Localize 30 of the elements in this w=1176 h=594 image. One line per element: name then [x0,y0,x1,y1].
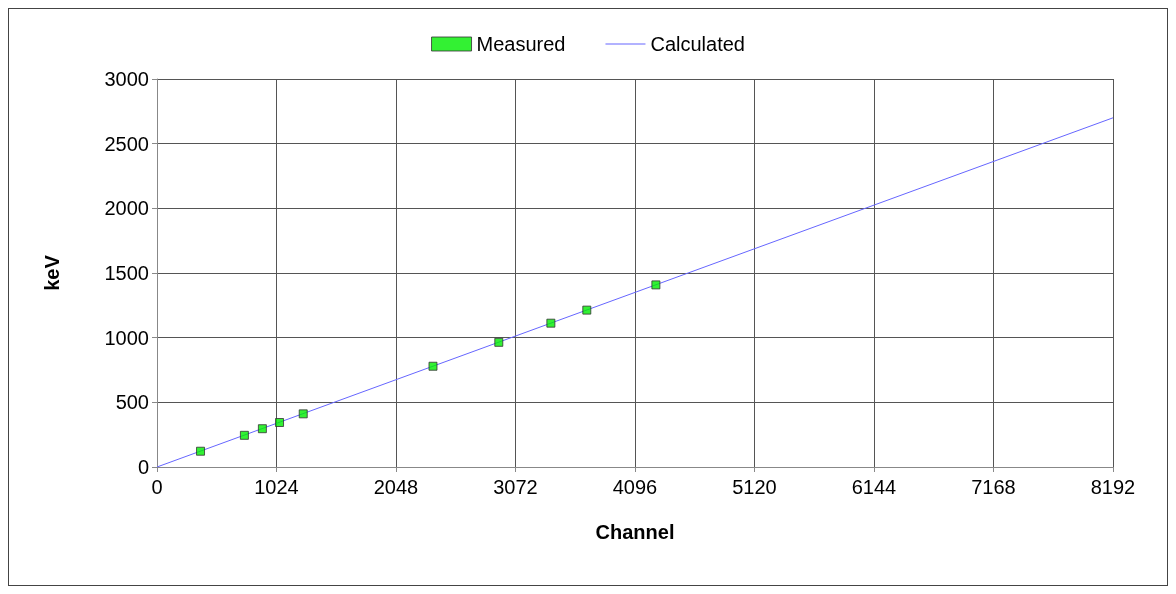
y-axis-title: keV [41,254,63,291]
x-tick-label: 3072 [493,476,538,498]
y-tick-label: 3000 [104,68,149,90]
point [298,409,308,419]
x-tick-label: 4096 [612,476,658,498]
point [494,337,504,347]
y-tick-label: 1000 [104,326,149,349]
point [275,418,285,428]
y-tick-label: 1500 [104,262,149,284]
legend-label: Calculated [650,33,745,55]
point [196,446,206,456]
x-tick-label: 1024 [254,476,299,498]
point [546,318,556,328]
y-tick-label: 2000 [104,197,149,220]
x-tick-label: 8192 [1090,476,1136,498]
x-tick-label: 6144 [851,476,897,498]
point [651,280,661,290]
x-tick-label: 5120 [732,476,777,498]
point [428,361,438,371]
x-tick-label: 0 [151,476,163,498]
y-tick-label: 500 [115,391,149,414]
point [257,424,267,434]
point [239,430,249,440]
x-tick-label: 7168 [971,476,1016,498]
y-tick-label: 2500 [104,132,149,155]
y-tick-label: 0 [137,456,149,478]
x-tick-label: 2048 [373,476,419,498]
x-axis-title: Channel [595,521,675,543]
legend-label: Measured [476,33,566,55]
point [582,305,592,315]
